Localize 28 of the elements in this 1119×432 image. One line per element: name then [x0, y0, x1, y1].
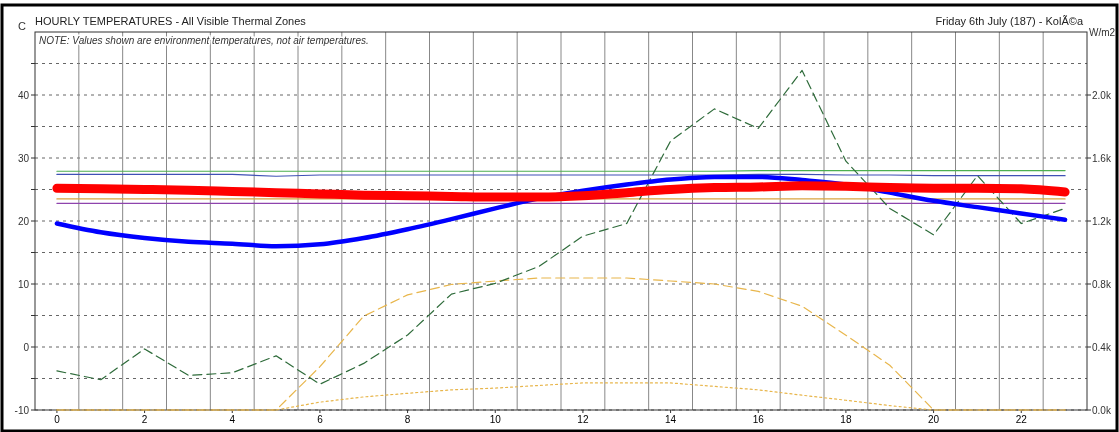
y-axis-title: C	[18, 20, 26, 32]
y2-tick-label: 0.4k	[1092, 341, 1112, 353]
x-tick-label: 16	[752, 414, 765, 425]
y2-tick-label: 0.0k	[1092, 404, 1112, 416]
y2-tick-label: 1.6k	[1092, 152, 1112, 164]
x-tick-label: 0	[54, 414, 61, 425]
x-tick-label: 2	[141, 414, 148, 425]
y2-axis-title: W/m2	[1089, 27, 1116, 38]
x-tick-label: 8	[404, 414, 411, 425]
x-tick-label: 14	[665, 414, 677, 425]
y-tick-label: 40	[17, 89, 30, 101]
x-tick-label: 6	[317, 414, 324, 425]
chart-title: HOURLY TEMPERATURES - All Visible Thermal Zones	[35, 15, 307, 27]
x-tick-label: 20	[928, 414, 940, 425]
x-tick-label: 10	[489, 414, 502, 425]
y-tick-label: 20	[17, 215, 30, 227]
chart-subtitle: Friday 6th July (187) - KolÃ©a	[935, 15, 1084, 27]
y2-tick-label: 0.8k	[1092, 278, 1112, 290]
x-tick-label: 12	[577, 414, 589, 425]
y2-tick-label: 1.2k	[1092, 215, 1112, 227]
y2-tick-label: 2.0k	[1092, 89, 1112, 101]
x-tick-label: 22	[1015, 414, 1028, 425]
y-tick-label: -10	[14, 404, 30, 416]
x-tick-label: 4	[229, 414, 236, 425]
y-tick-label: 30	[17, 152, 30, 164]
y-tick-label: 10	[17, 278, 30, 290]
x-tick-label: 18	[840, 414, 852, 425]
y-tick-label: 0	[23, 341, 30, 353]
